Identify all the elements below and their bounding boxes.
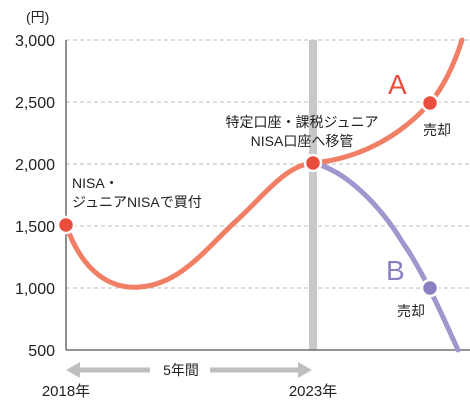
y-tick-label: 1,500 — [15, 219, 55, 236]
y-tick-label: 2,000 — [15, 157, 55, 174]
unit-label: (円) — [26, 9, 49, 25]
duration-arrow — [66, 362, 312, 378]
sell-b-marker — [420, 278, 440, 298]
series-a-label: A — [388, 69, 407, 100]
sell-a-marker — [420, 93, 440, 113]
y-tick-labels: 3,000 2,500 2,000 1,500 1,000 500 — [15, 33, 55, 360]
sell-a-annotation: 売却 — [423, 122, 451, 138]
duration-label: 5年間 — [163, 362, 199, 378]
grid-lines — [66, 39, 470, 289]
x-label-end: 2023年 — [289, 383, 337, 400]
transfer-divider — [309, 40, 317, 350]
transfer-point-marker — [303, 153, 323, 173]
transfer-annotation-line1: 特定口座・課税ジュニア — [225, 114, 378, 130]
series-b-label: B — [386, 255, 405, 286]
sell-b-annotation: 売却 — [397, 303, 425, 319]
y-tick-label: 1,000 — [15, 281, 55, 298]
transfer-annotation-line2: NISA口座へ移管 — [251, 133, 354, 149]
y-tick-label: 500 — [28, 343, 55, 360]
y-tick-label: 3,000 — [15, 33, 55, 50]
x-label-start: 2018年 — [42, 383, 90, 400]
start-annotation: NISA・ジュニアNISAで買付 — [72, 175, 202, 210]
y-tick-label: 2,500 — [15, 95, 55, 112]
start-point-marker — [56, 215, 76, 235]
series-b-line — [310, 160, 461, 353]
